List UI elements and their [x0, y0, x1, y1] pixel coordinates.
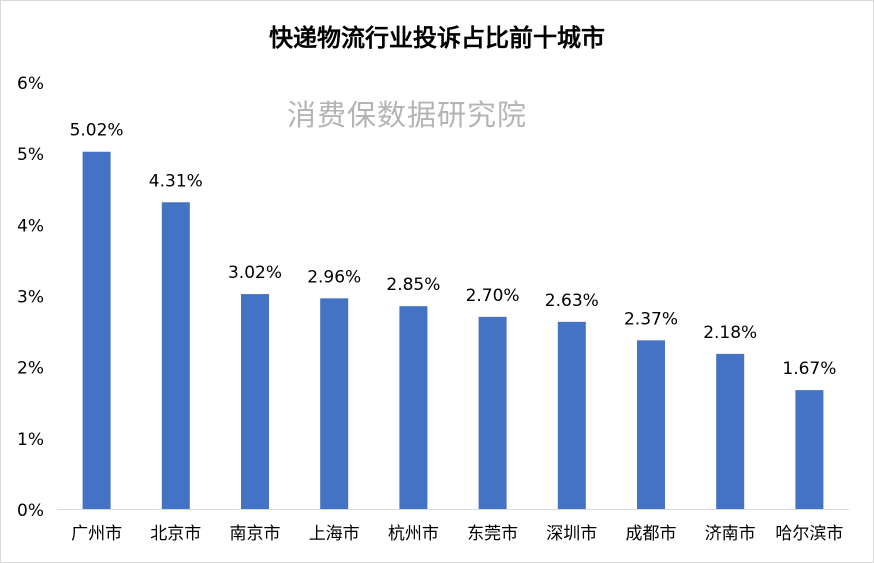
bar: [241, 294, 269, 509]
x-tick-label: 成都市: [626, 524, 677, 544]
data-label: 2.85%: [386, 275, 440, 295]
x-tick-label: 哈尔滨市: [775, 524, 843, 544]
y-tick-label: 5%: [17, 145, 44, 165]
bar: [82, 151, 111, 509]
bar: [161, 202, 190, 509]
x-tick-label: 东莞市: [467, 524, 518, 544]
data-label: 2.96%: [307, 267, 361, 287]
y-tick-label: 1%: [17, 430, 44, 450]
y-tick-label: 3%: [17, 288, 44, 308]
data-label: 2.18%: [703, 323, 757, 343]
data-label: 3.02%: [228, 263, 282, 283]
data-label: 2.63%: [545, 291, 599, 311]
y-tick-label: 4%: [17, 216, 44, 236]
bar: [399, 306, 428, 509]
x-tick-label: 深圳市: [546, 524, 597, 544]
bar: [478, 316, 507, 509]
x-tick-label: 南京市: [230, 524, 281, 544]
y-tick-label: 2%: [17, 359, 44, 379]
data-label: 2.70%: [466, 286, 520, 306]
x-tick-label: 北京市: [150, 524, 201, 544]
x-tick-label: 杭州市: [388, 524, 439, 544]
data-label: 2.37%: [624, 309, 678, 329]
x-tick-label: 上海市: [309, 524, 360, 544]
y-tick-label: 0%: [17, 501, 44, 521]
bar: [716, 353, 745, 509]
chart-title: 快递物流行业投诉占比前十城市: [269, 24, 605, 52]
data-label: 5.02%: [70, 121, 124, 141]
bar: [795, 390, 824, 509]
data-label: 4.31%: [149, 171, 203, 191]
data-label: 1.67%: [782, 359, 836, 379]
bar: [557, 321, 586, 509]
y-tick-label: 6%: [17, 74, 44, 94]
x-tick-label: 济南市: [705, 524, 756, 544]
watermark: 消费保数据研究院: [287, 98, 528, 132]
x-tick-label: 广州市: [71, 524, 122, 544]
bar: [637, 340, 665, 509]
bar: [320, 298, 349, 509]
